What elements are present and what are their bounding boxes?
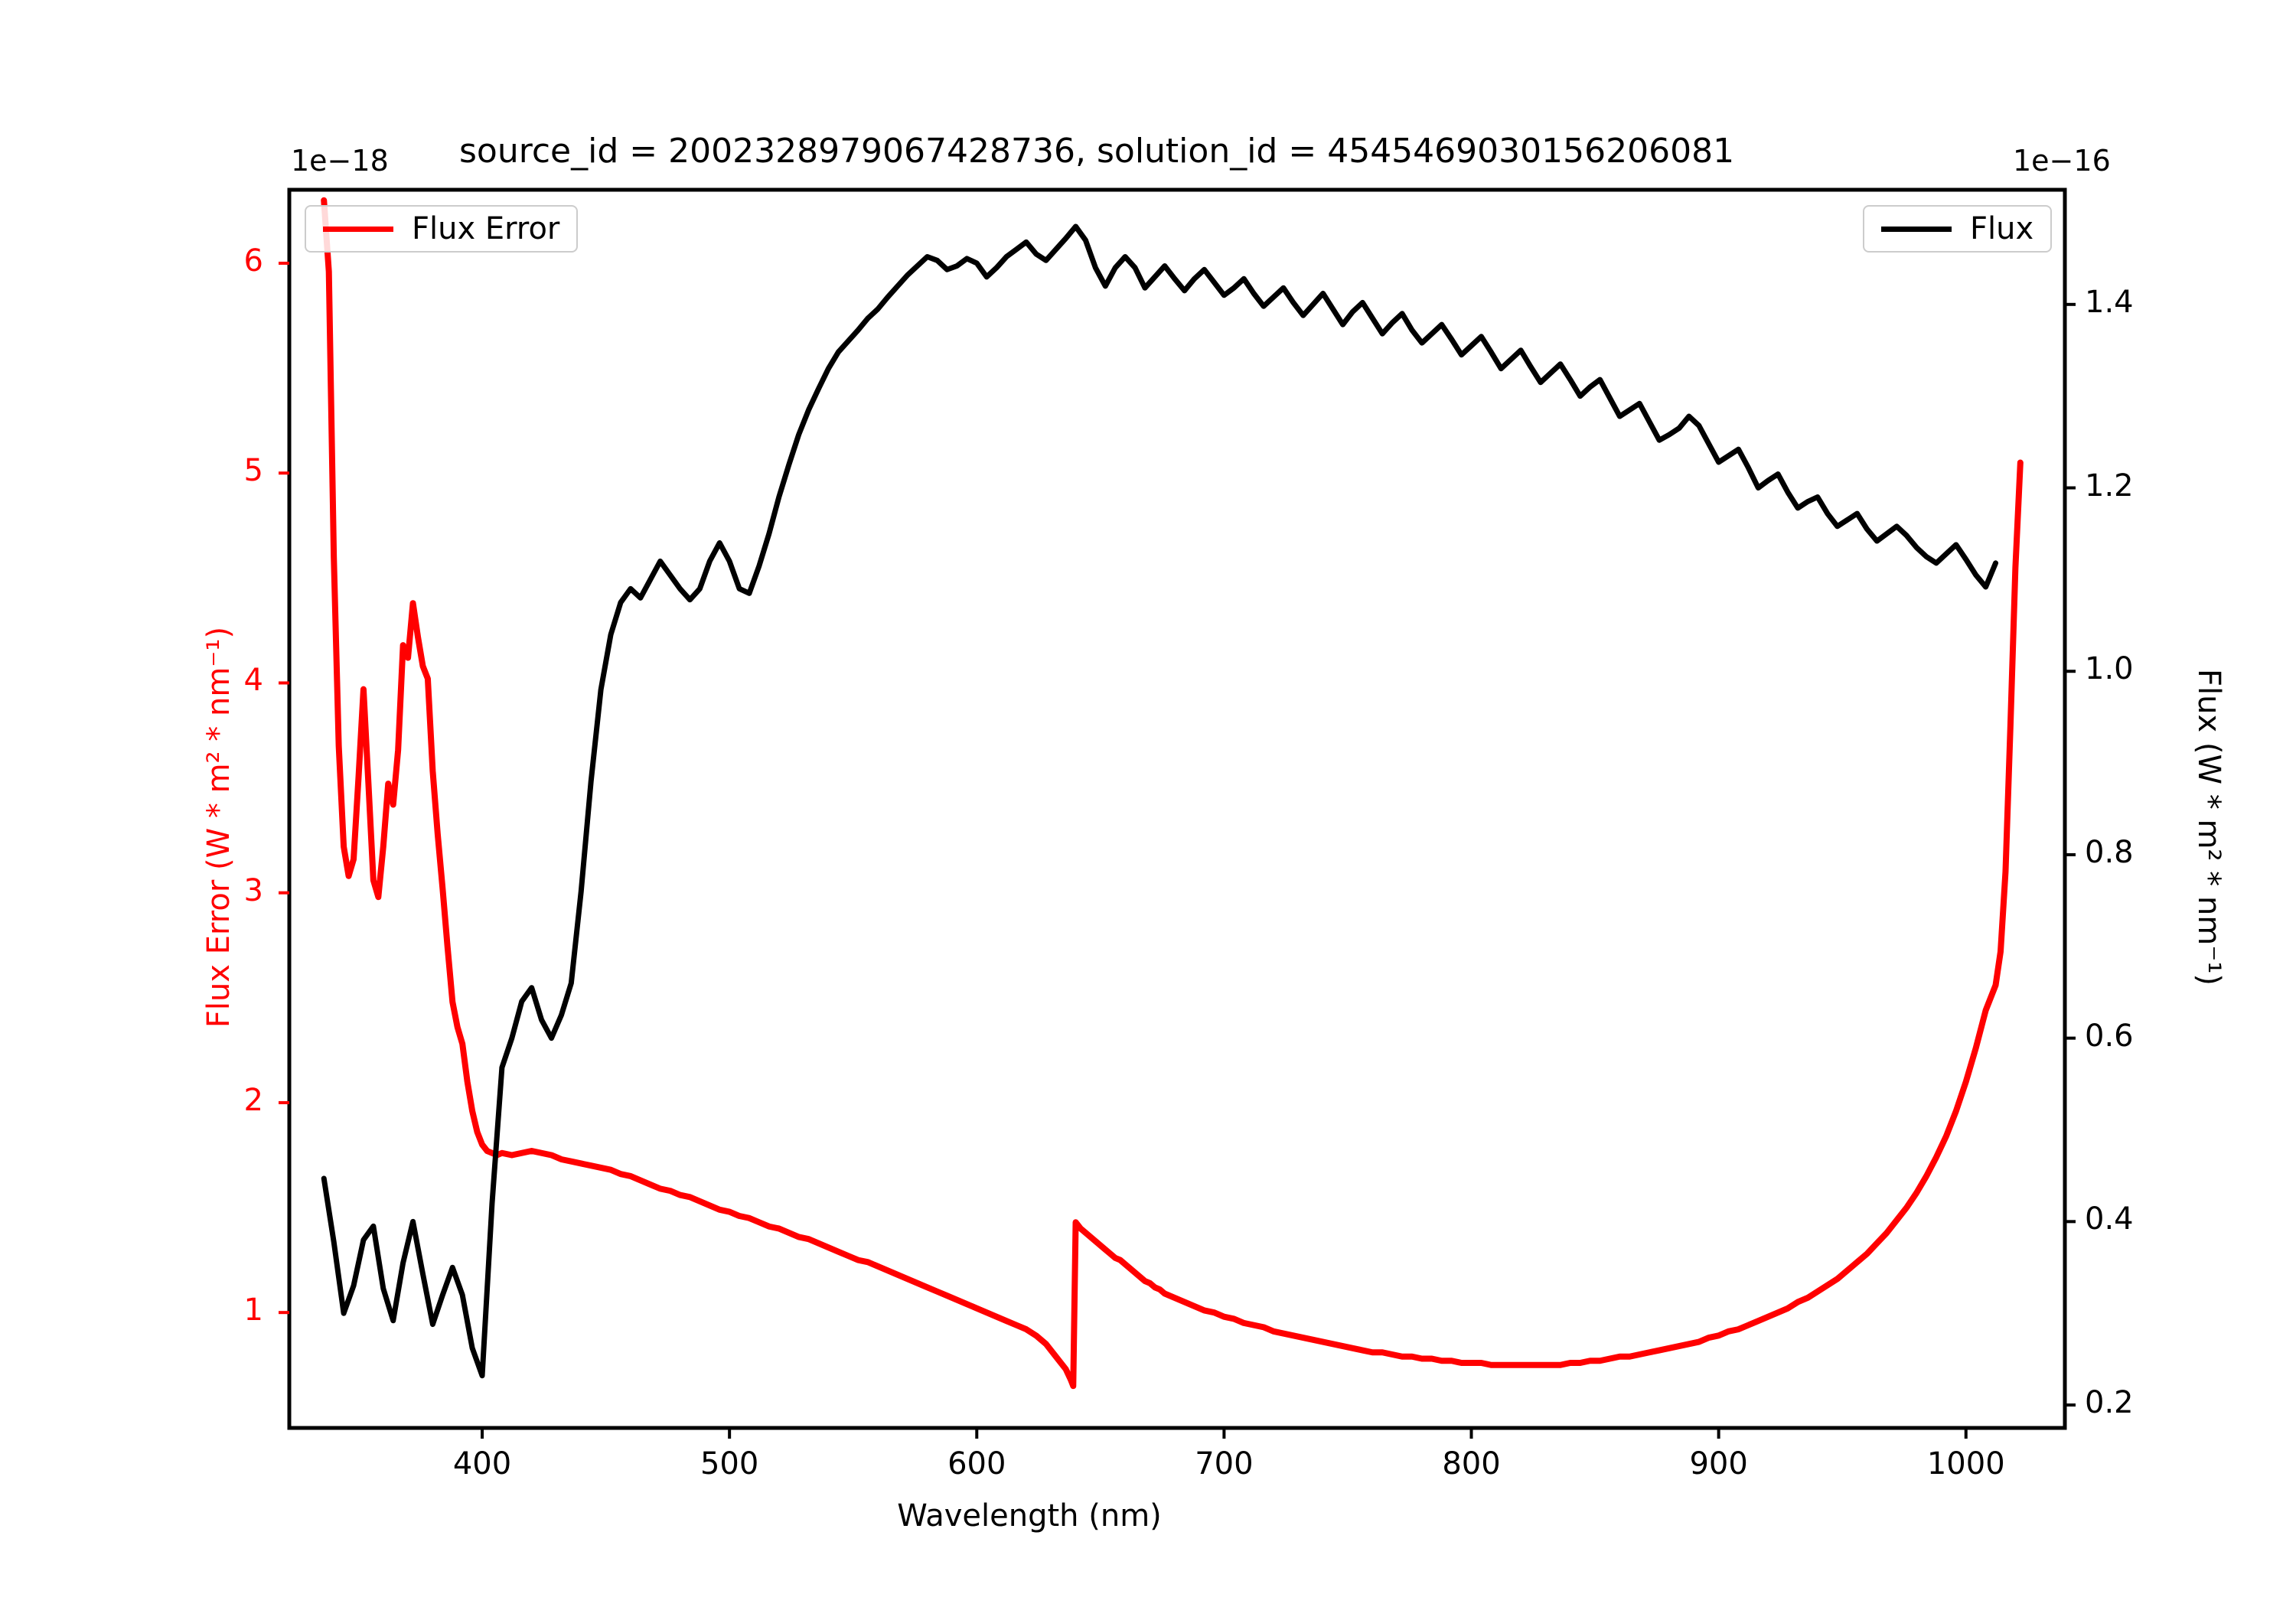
x-tick-label: 700: [1195, 1446, 1254, 1482]
x-tick-label: 400: [452, 1446, 512, 1482]
axis-tick-marks-left: [279, 261, 289, 1315]
left-y-tick-label: 3: [243, 872, 263, 908]
left-axis-offset-label: 1e−18: [291, 144, 389, 178]
left-y-tick-label: 6: [243, 243, 263, 279]
left-y-tick-label: 1: [243, 1292, 263, 1328]
axis-tick-marks: [481, 302, 2076, 1439]
legend-flux-error[interactable]: Flux Error: [305, 205, 579, 253]
right-y-tick-label: 1.2: [2085, 468, 2134, 504]
left-y-tick-label: 4: [243, 663, 263, 699]
x-tick-label: 600: [947, 1446, 1006, 1482]
x-tick-label: 500: [700, 1446, 759, 1482]
right-axis-offset-label: 1e−16: [2013, 144, 2111, 178]
right-y-tick-label: 0.4: [2085, 1201, 2134, 1237]
left-y-tick-label: 2: [243, 1082, 263, 1118]
legend-swatch-flux-error: [323, 226, 393, 232]
right-y-tick-label: 0.8: [2085, 834, 2134, 870]
series-line-flux: [321, 223, 1999, 1379]
left-y-tick-label: 5: [243, 453, 263, 489]
x-tick-label: 900: [1689, 1446, 1748, 1482]
legend-flux[interactable]: Flux: [1863, 205, 2053, 253]
chart-title: source_id = 2002328979067428736, solutio…: [459, 132, 1735, 171]
left-y-axis-label: Flux Error (W * m² * nm⁻¹): [201, 626, 236, 1028]
legend-label-flux: Flux: [1970, 211, 2034, 246]
legend-label-flux-error: Flux Error: [412, 211, 560, 246]
right-y-tick-label: 1.0: [2085, 651, 2134, 687]
right-y-tick-label: 0.2: [2085, 1385, 2134, 1421]
series-line-flux-error: [321, 197, 2024, 1390]
right-y-tick-label: 0.6: [2085, 1018, 2134, 1054]
axes-spines: [287, 187, 2067, 1430]
legend-swatch-flux: [1881, 226, 1952, 232]
right-y-axis-label: Flux (W * m² * nm⁻¹): [2191, 669, 2226, 986]
x-tick-label: 1000: [1926, 1446, 2005, 1482]
x-tick-label: 800: [1442, 1446, 1501, 1482]
right-y-tick-label: 1.4: [2085, 284, 2134, 320]
x-axis-label: Wavelength (nm): [897, 1498, 1162, 1534]
